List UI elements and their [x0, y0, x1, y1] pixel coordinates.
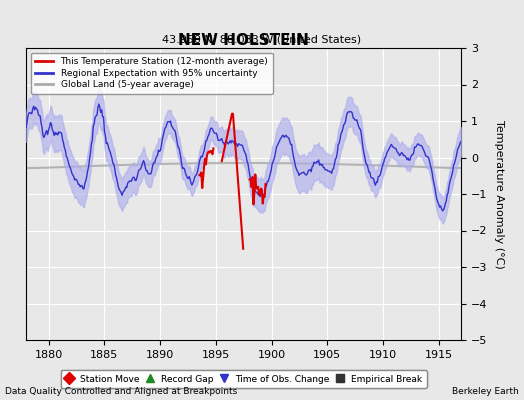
Text: Data Quality Controlled and Aligned at Breakpoints: Data Quality Controlled and Aligned at B…	[5, 387, 237, 396]
Title: NEW HOLSTEIN: NEW HOLSTEIN	[178, 33, 309, 48]
Text: Berkeley Earth: Berkeley Earth	[452, 387, 519, 396]
Y-axis label: Temperature Anomaly (°C): Temperature Anomaly (°C)	[494, 120, 504, 268]
Legend: Station Move, Record Gap, Time of Obs. Change, Empirical Break: Station Move, Record Gap, Time of Obs. C…	[61, 370, 427, 388]
Text: 43.950 N, 88.083 W (United States): 43.950 N, 88.083 W (United States)	[162, 34, 362, 44]
